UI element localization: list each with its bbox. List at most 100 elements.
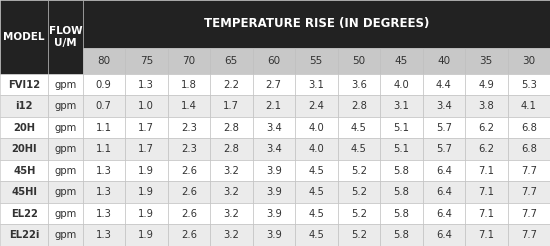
Text: 2.1: 2.1 [266,101,282,111]
Bar [380,181,422,203]
Bar [338,95,380,117]
Bar [465,203,508,224]
Bar [0,224,48,246]
Bar [125,138,168,160]
Text: 5.8: 5.8 [393,230,409,240]
Bar [0,203,48,224]
Text: 1.3: 1.3 [138,79,154,90]
Text: 1.3: 1.3 [96,166,112,176]
Text: 50: 50 [352,56,365,66]
Bar [422,95,465,117]
Bar [82,138,125,160]
Bar [210,160,252,182]
Bar [48,203,82,224]
Text: 3.9: 3.9 [266,209,282,219]
Bar [338,117,380,138]
Text: 3.1: 3.1 [309,79,324,90]
Bar [252,48,295,74]
Bar [210,181,252,203]
Bar [422,138,465,160]
Text: 3.4: 3.4 [436,101,452,111]
Bar [295,117,338,138]
Text: gpm: gpm [54,209,76,219]
Text: 4.9: 4.9 [478,79,494,90]
Text: 65: 65 [224,56,238,66]
Text: 3.2: 3.2 [223,209,239,219]
Bar [0,117,48,138]
Bar [508,138,550,160]
Bar [465,181,508,203]
Bar [210,48,252,74]
Bar [252,160,295,182]
Text: 5.3: 5.3 [521,79,537,90]
Text: 1.3: 1.3 [96,187,112,197]
Bar [125,74,168,95]
Bar [295,203,338,224]
Text: gpm: gpm [54,230,76,240]
Bar [295,74,338,95]
Bar [125,48,168,74]
Text: 2.4: 2.4 [309,101,324,111]
Bar [125,95,168,117]
Text: 3.2: 3.2 [223,166,239,176]
Text: 4.4: 4.4 [436,79,452,90]
Bar [508,181,550,203]
Text: 5.2: 5.2 [351,187,367,197]
Bar [210,117,252,138]
Text: 2.2: 2.2 [223,79,239,90]
Text: 4.0: 4.0 [309,123,324,133]
Bar [48,95,82,117]
Bar [338,160,380,182]
Text: 1.9: 1.9 [138,187,154,197]
Bar [252,203,295,224]
Text: 1.7: 1.7 [223,101,239,111]
Bar [422,117,465,138]
Text: 3.9: 3.9 [266,230,282,240]
Text: i12: i12 [15,101,33,111]
Bar [252,224,295,246]
Bar [168,138,210,160]
Text: 6.8: 6.8 [521,144,537,154]
Bar [210,203,252,224]
Text: 3.4: 3.4 [266,144,282,154]
Text: 1.7: 1.7 [138,144,154,154]
Bar [48,224,82,246]
Text: 4.5: 4.5 [309,187,324,197]
Bar [0,160,48,182]
Text: 6.4: 6.4 [436,166,452,176]
Text: 7.1: 7.1 [478,166,494,176]
Bar [252,138,295,160]
Text: 2.8: 2.8 [223,144,239,154]
Bar [168,224,210,246]
Text: gpm: gpm [54,166,76,176]
Bar [168,203,210,224]
Bar [252,74,295,95]
Bar [252,95,295,117]
Bar [338,48,380,74]
Bar [125,181,168,203]
Bar [0,0,48,74]
Bar [465,48,508,74]
Bar [422,48,465,74]
Bar [82,95,125,117]
Bar [295,95,338,117]
Bar [465,74,508,95]
Bar [380,48,422,74]
Bar [465,138,508,160]
Text: gpm: gpm [54,79,76,90]
Text: 5.8: 5.8 [393,187,409,197]
Text: 5.8: 5.8 [393,166,409,176]
Text: 1.3: 1.3 [96,230,112,240]
Text: 6.2: 6.2 [478,123,494,133]
Text: 5.1: 5.1 [393,144,409,154]
Text: 1.7: 1.7 [138,123,154,133]
Text: 2.7: 2.7 [266,79,282,90]
Bar [252,117,295,138]
Bar [125,203,168,224]
Text: 4.0: 4.0 [309,144,324,154]
Bar [82,224,125,246]
Text: 3.4: 3.4 [266,123,282,133]
Text: 0.7: 0.7 [96,101,112,111]
Bar [465,95,508,117]
Text: MODEL: MODEL [3,32,45,42]
